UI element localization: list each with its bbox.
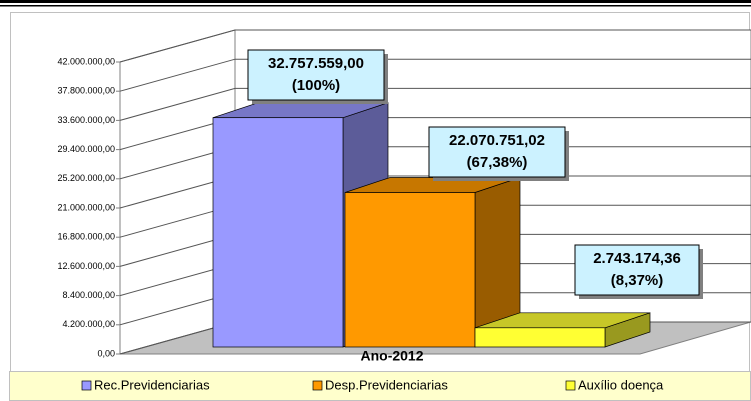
data-label-percent: (8,37%) bbox=[611, 272, 664, 289]
y-tick-label: 8.400.000,00 bbox=[62, 290, 115, 300]
legend-label: Auxílio doença bbox=[578, 377, 664, 392]
legend-swatch bbox=[312, 380, 323, 391]
bar-front bbox=[474, 327, 606, 348]
y-tick-label: 16.800.000,00 bbox=[57, 232, 115, 242]
label-box bbox=[428, 126, 566, 178]
y-tick-label: 25.200.000,00 bbox=[57, 173, 115, 183]
y-tick-label: 37.800.000,00 bbox=[57, 86, 115, 96]
data-label-percent: (67,38%) bbox=[467, 154, 528, 171]
bar-front bbox=[212, 117, 344, 348]
legend-swatch bbox=[81, 380, 92, 391]
legend bbox=[9, 371, 751, 401]
grid-line bbox=[119, 58, 751, 92]
y-tick-label: 42.000.000,00 bbox=[57, 56, 115, 66]
grid-line bbox=[119, 29, 751, 63]
y-tick-label: 29.400.000,00 bbox=[57, 144, 115, 154]
y-tick-label: 33.600.000,00 bbox=[57, 115, 115, 125]
label-box bbox=[247, 49, 385, 101]
y-tick-label: 21.000.000,00 bbox=[57, 202, 115, 212]
data-label: 32.757.559,00 bbox=[268, 55, 364, 72]
bar-front bbox=[344, 192, 476, 348]
top-border bbox=[0, 0, 751, 3]
y-tick-label: 4.200.000,00 bbox=[62, 319, 115, 329]
data-label-percent: (100%) bbox=[292, 77, 340, 94]
bar bbox=[344, 177, 521, 348]
y-tick-label: 0,00 bbox=[97, 348, 115, 358]
label-box bbox=[574, 244, 700, 296]
data-label: 22.070.751,02 bbox=[449, 132, 545, 149]
y-tick-label: 12.600.000,00 bbox=[57, 261, 115, 271]
legend-swatch bbox=[565, 380, 576, 391]
data-label: 2.743.174,36 bbox=[593, 250, 681, 267]
top-border bbox=[0, 5, 751, 7]
legend-label: Desp.Previdenciarias bbox=[325, 377, 448, 392]
bar bbox=[474, 312, 651, 348]
grid-line bbox=[119, 87, 751, 121]
x-tick-label: Ano-2012 bbox=[360, 348, 423, 364]
legend-label: Rec.Previdenciarias bbox=[94, 377, 210, 392]
